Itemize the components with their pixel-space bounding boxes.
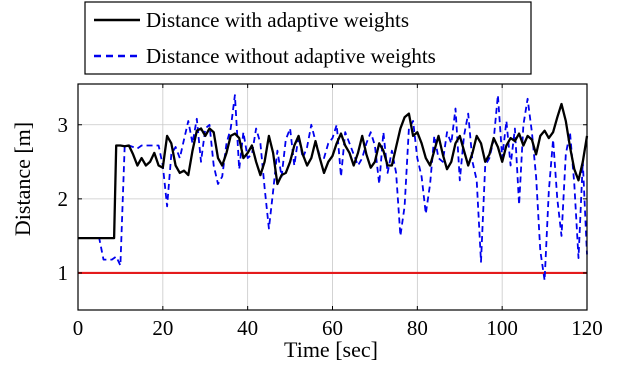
legend-label-adaptive: Distance with adaptive weights — [146, 8, 409, 32]
y-tick-label: 2 — [58, 187, 69, 211]
legend: Distance with adaptive weights Distance … — [84, 1, 532, 75]
x-axis-label: Time [sec] — [284, 337, 378, 362]
x-tick-label: 60 — [322, 316, 343, 340]
grid — [78, 84, 587, 310]
x-tick-label: 40 — [237, 316, 258, 340]
x-tick-label: 20 — [152, 316, 173, 340]
series-line-adaptive — [78, 102, 589, 240]
legend-label-non-adaptive: Distance without adaptive weights — [146, 44, 436, 68]
series-layer — [78, 94, 589, 282]
x-tick-label: 100 — [486, 316, 518, 340]
y-tick-label: 3 — [58, 113, 69, 137]
ticks — [77, 84, 588, 310]
tick-labels: 0 20 40 60 80 100 120 1 2 3 — [58, 113, 603, 340]
x-tick-label: 80 — [407, 316, 428, 340]
x-tick-label: 120 — [571, 316, 603, 340]
legend-box — [84, 1, 532, 75]
x-tick-label: 0 — [73, 316, 84, 340]
y-tick-label: 1 — [58, 261, 69, 285]
y-axis-label: Distance [m] — [10, 122, 35, 236]
